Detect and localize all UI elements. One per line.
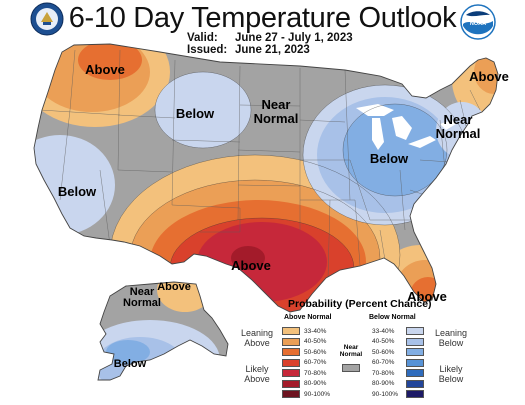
label-near-normal-northeast: Near Normal [435, 112, 481, 141]
issued-date: June 21, 2023 [235, 44, 310, 56]
label-below-alaska: Below [113, 358, 147, 370]
legend-below-row: 40-50% [372, 337, 424, 348]
legend-below-row: 80-90% [372, 379, 424, 390]
legend-below-swatch [406, 337, 424, 346]
legend-likely-above: Likely Above [244, 364, 270, 384]
legend-below-row: 90-100% [372, 389, 424, 400]
legend-above-row: 90-100% [282, 389, 338, 400]
legend-below-swatch [406, 369, 424, 378]
legend-above-range: 80-90% [304, 380, 327, 388]
issued-line: Issued: June 21, 2023 [187, 44, 310, 56]
legend-above-range: 70-80% [304, 369, 327, 377]
legend-below-header: Below Normal [369, 314, 416, 321]
legend-above-swatch [282, 390, 300, 399]
legend-near-normal-swatch [342, 364, 360, 372]
label-below-north-rockies: Below [175, 106, 215, 121]
legend-below-row: 60-70% [372, 358, 424, 369]
legend-below-row: 70-80% [372, 368, 424, 379]
legend-below-row: 33-40% [372, 326, 424, 337]
legend-below-range: 40-50% [372, 338, 395, 346]
label-near-normal-north-plains: Near Normal [253, 97, 299, 126]
issued-label: Issued: [187, 44, 228, 56]
legend-above-range: 40-50% [304, 338, 327, 346]
label-above-northwest: Above [85, 62, 125, 77]
legend-below-range: 33-40% [372, 327, 395, 335]
legend-below-swatch [406, 327, 424, 336]
legend-below-range: 70-80% [372, 369, 395, 377]
noaa-logo-icon: NOAA [460, 4, 496, 40]
label-above-florida: Above [407, 289, 447, 304]
legend-below-scale: 33-40% 40-50% 50-60% 60-70% 70-80% 80-90% 90-1… [372, 326, 424, 400]
legend-above-swatch [282, 369, 300, 378]
legend-below-row: 50-60% [372, 347, 424, 358]
legend-above-range: 90-100% [304, 390, 331, 398]
legend-above-row: 50-60% [282, 347, 338, 358]
legend: Probability (Percent Chance) Above Norma… [236, 298, 471, 402]
legend-below-range: 50-60% [372, 348, 395, 356]
legend-below-swatch [406, 348, 424, 357]
label-near-normal-alaska: Near Normal [123, 286, 161, 309]
legend-above-swatch [282, 379, 300, 388]
valid-label: Valid: [187, 32, 218, 44]
legend-leaning-above: Leaning Above [240, 328, 274, 348]
legend-above-swatch [282, 337, 300, 346]
legend-above-row: 40-50% [282, 337, 338, 348]
legend-above-swatch [282, 358, 300, 367]
legend-likely-below: Likely Below [438, 364, 464, 384]
label-above-texas: Above [231, 258, 271, 273]
valid-dates: June 27 - July 1, 2023 [235, 32, 353, 44]
svg-text:NOAA: NOAA [470, 21, 486, 27]
doc-seal-icon [30, 2, 64, 36]
label-below-great-lakes: Below [369, 151, 409, 166]
legend-above-range: 33-40% [304, 327, 327, 335]
label-above-new-england: Above [469, 69, 509, 84]
label-below-pacific: Below [57, 184, 97, 199]
legend-below-swatch [406, 358, 424, 367]
legend-title: Probability (Percent Chance) [288, 298, 432, 310]
page-title: 6-10 Day Temperature Outlook [68, 2, 457, 34]
legend-above-swatch [282, 348, 300, 357]
legend-below-range: 80-90% [372, 380, 395, 388]
legend-below-swatch [406, 379, 424, 388]
legend-above-row: 60-70% [282, 358, 338, 369]
label-above-alaska: Above [157, 281, 191, 293]
legend-above-range: 60-70% [304, 359, 327, 367]
legend-above-range: 50-60% [304, 348, 327, 356]
legend-above-row: 33-40% [282, 326, 338, 337]
valid-line: Valid: June 27 - July 1, 2023 [187, 32, 353, 44]
legend-leaning-below: Leaning Below [434, 328, 468, 348]
legend-above-swatch [282, 327, 300, 336]
legend-above-row: 80-90% [282, 379, 338, 390]
legend-below-range: 60-70% [372, 359, 395, 367]
legend-below-swatch [406, 390, 424, 399]
legend-above-row: 70-80% [282, 368, 338, 379]
legend-below-range: 90-100% [372, 390, 399, 398]
legend-near-normal-label: Near Normal [339, 344, 363, 358]
legend-above-scale: 33-40% 40-50% 50-60% 60-70% 70-80% 80-90% 90-1… [282, 326, 338, 400]
legend-above-header: Above Normal [284, 314, 332, 321]
